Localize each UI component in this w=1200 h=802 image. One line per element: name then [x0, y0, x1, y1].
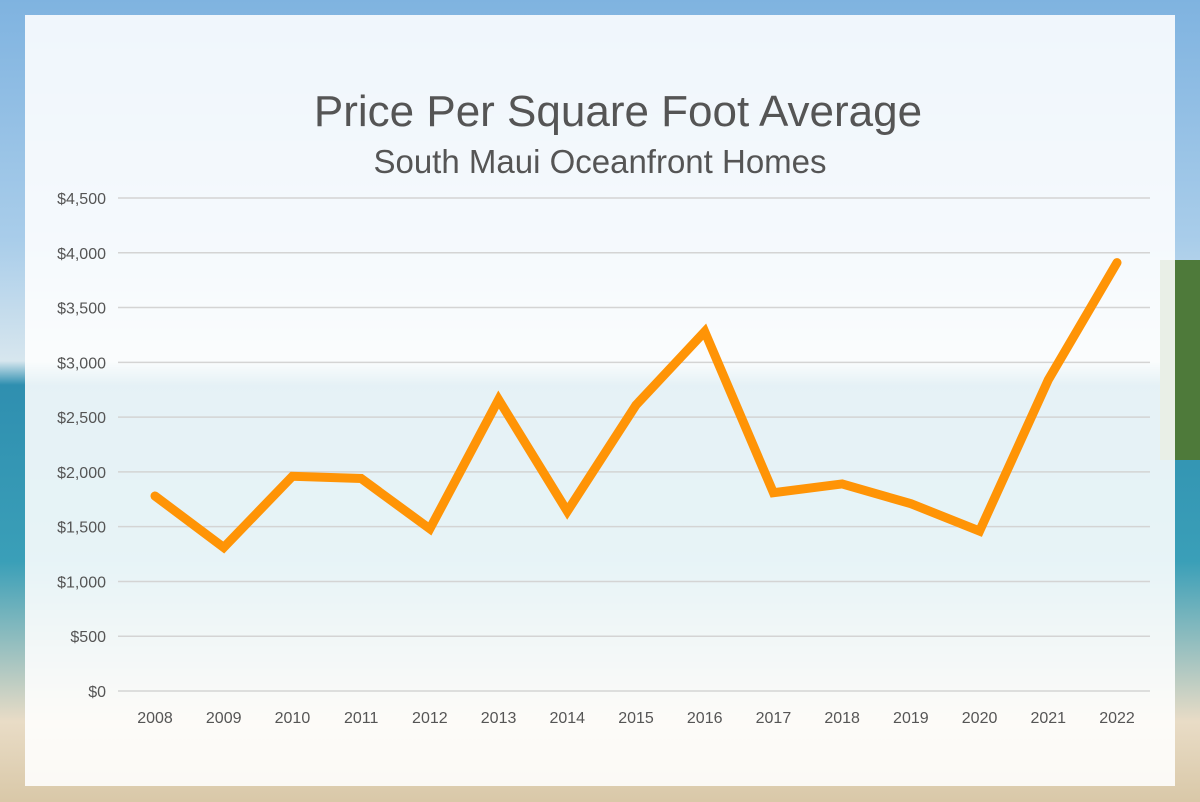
chart-panel: Price Per Square Foot Average South Maui… [25, 15, 1175, 786]
x-tick-label: 2014 [549, 710, 585, 727]
x-tick-label: 2009 [206, 710, 242, 727]
x-tick-label: 2017 [756, 710, 792, 727]
x-tick-label: 2015 [618, 710, 654, 727]
x-tick-label: 2016 [687, 710, 723, 727]
x-tick-label: 2013 [481, 710, 517, 727]
x-tick-label: 2011 [344, 710, 379, 727]
y-tick-label: $2,500 [57, 410, 106, 427]
x-tick-label: 2022 [1099, 710, 1135, 727]
x-tick-label: 2008 [137, 710, 173, 727]
x-tick-label: 2019 [893, 710, 929, 727]
x-tick-label: 2018 [824, 710, 860, 727]
y-tick-label: $1,000 [57, 574, 106, 591]
y-tick-label: $3,500 [57, 301, 106, 318]
y-tick-label: $1,500 [57, 520, 106, 537]
x-tick-label: 2012 [412, 710, 448, 727]
chart-title: Price Per Square Foot Average [313, 87, 923, 136]
y-tick-label: $3,000 [57, 355, 106, 372]
x-tick-label: 2020 [962, 710, 998, 727]
y-tick-label: $500 [70, 629, 106, 646]
y-tick-label: $2,000 [57, 465, 106, 482]
y-tick-label: $4,500 [57, 191, 106, 208]
x-tick-label: 2021 [1030, 710, 1066, 727]
chart-subtitle: South Maui Oceanfront Homes [373, 143, 827, 180]
y-tick-label: $0 [88, 684, 106, 701]
x-tick-label: 2010 [275, 710, 311, 727]
y-tick-label: $4,000 [57, 246, 106, 263]
